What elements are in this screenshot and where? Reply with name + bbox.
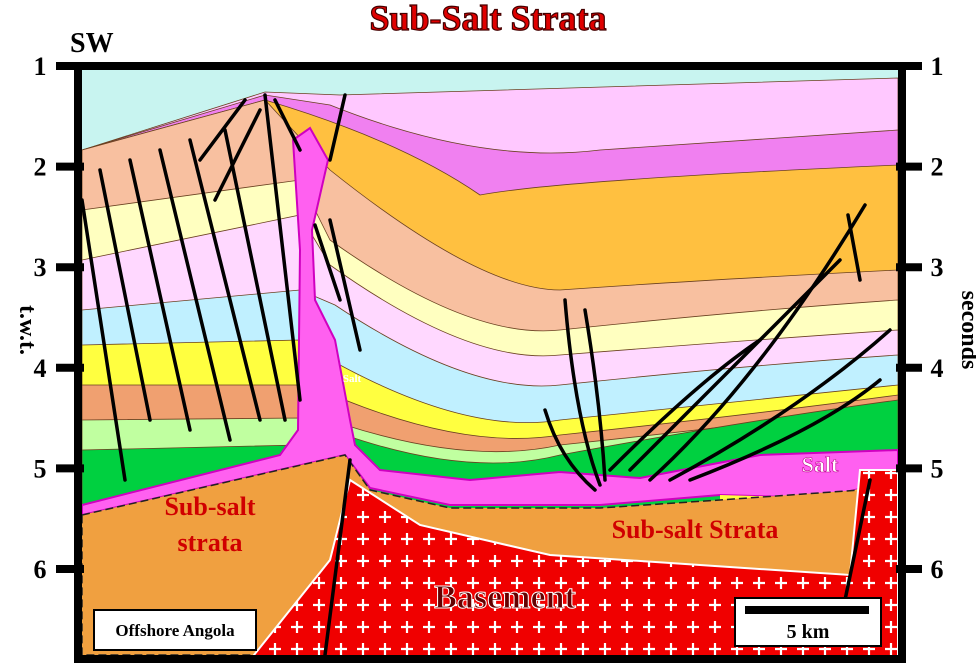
tick-label: 3 — [931, 253, 944, 282]
scale-bar — [745, 606, 869, 614]
subsalt-label: strata — [178, 528, 243, 557]
salt — [82, 126, 898, 517]
basement-label: Basement — [434, 579, 576, 616]
right-axis-label: seconds — [956, 291, 976, 370]
subsalt-label: Sub-salt — [164, 492, 255, 521]
tick-label: 5 — [931, 454, 944, 483]
title: Sub-Salt Strata — [369, 0, 606, 38]
location: Offshore Angola — [115, 621, 235, 640]
tick-label: 4 — [931, 354, 944, 383]
tick-label: 5 — [34, 454, 47, 483]
frame — [74, 62, 906, 663]
tick-label: 4 — [34, 354, 47, 383]
tick-label: 3 — [34, 253, 47, 282]
faults — [82, 93, 892, 655]
tick-label: 1 — [34, 52, 47, 81]
scale-label: 5 km — [787, 621, 830, 643]
location-box — [93, 609, 257, 651]
direction: SW — [70, 28, 114, 59]
left-axis-label: t.w.t. — [14, 305, 40, 355]
tick-label: 2 — [931, 153, 944, 182]
tick-label: 6 — [931, 555, 944, 584]
salt-label: Salt — [802, 452, 839, 477]
subsalt-label: Sub-salt Strata — [612, 515, 779, 544]
tick-label: 2 — [34, 153, 47, 182]
tick-label: 6 — [34, 555, 47, 584]
tick-label: 1 — [931, 52, 944, 81]
salt-label: Salt — [343, 373, 362, 385]
